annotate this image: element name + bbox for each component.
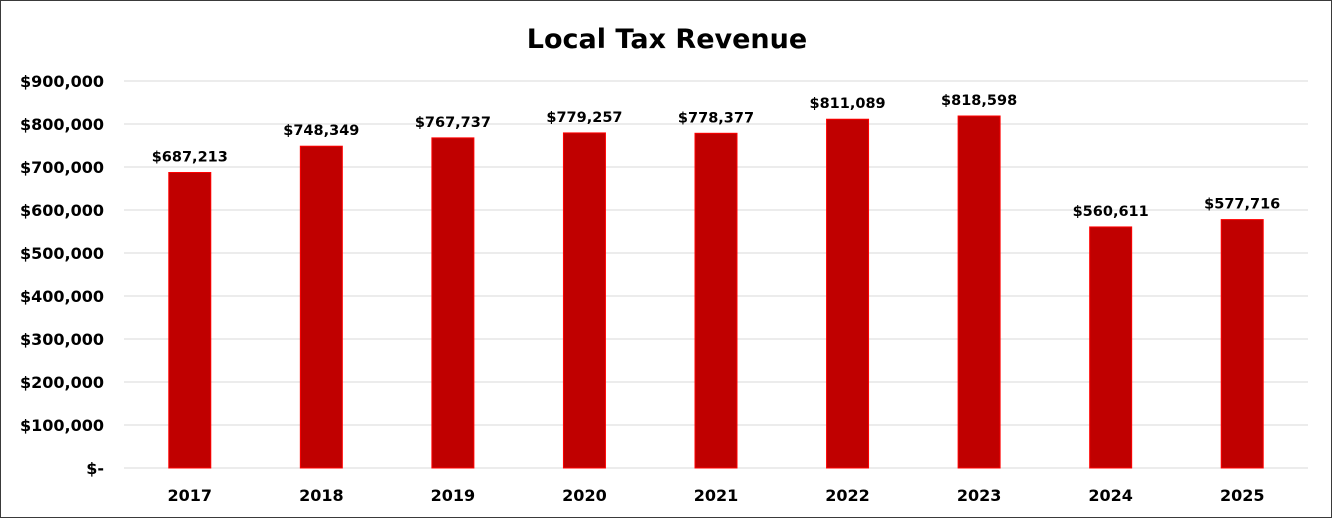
y-axis: $- $100,000 $200,000 $300,000 $400,000 $500,0…: [20, 72, 104, 478]
y-tick-label: $500,000: [20, 244, 104, 263]
bar-2022: [826, 118, 870, 469]
data-label-2020: $779,257: [546, 110, 622, 126]
x-tick-label-2018: 2018: [299, 486, 344, 505]
data-labels: $687,213 $748,349 $767,737 $779,257 $778,377…: [152, 93, 1281, 220]
x-tick-label-2025: 2025: [1220, 486, 1265, 505]
data-label-2023: $818,598: [941, 93, 1017, 109]
y-tick-label: $100,000: [20, 416, 104, 435]
y-tick-label: $200,000: [20, 373, 104, 392]
bar-2017: [168, 171, 212, 469]
y-tick-label: $-: [86, 459, 104, 478]
bar-2019: [431, 137, 475, 469]
x-tick-label-2022: 2022: [825, 486, 870, 505]
y-tick-label: $600,000: [20, 201, 104, 220]
x-tick-label-2019: 2019: [431, 486, 476, 505]
data-label-2021: $778,377: [678, 110, 754, 126]
y-tick-label: $800,000: [20, 115, 104, 134]
y-tick-label: $700,000: [20, 158, 104, 177]
bar-2020: [562, 132, 606, 469]
x-tick-label-2023: 2023: [957, 486, 1002, 505]
x-tick-label-2024: 2024: [1088, 486, 1133, 505]
data-label-2022: $811,089: [809, 96, 885, 112]
chart-title: Local Tax Revenue: [527, 24, 807, 55]
x-tick-label-2020: 2020: [562, 486, 607, 505]
data-label-2018: $748,349: [283, 123, 359, 139]
bar-2021: [694, 132, 738, 469]
bars: [168, 115, 1264, 469]
y-tick-label: $900,000: [20, 72, 104, 91]
bar-2024: [1089, 226, 1133, 469]
bar-2023: [957, 115, 1001, 469]
x-tick-label-2021: 2021: [694, 486, 739, 505]
data-label-2017: $687,213: [152, 149, 228, 165]
data-label-2025: $577,716: [1204, 197, 1280, 213]
bar-2018: [299, 145, 343, 469]
x-axis: 2017 2018 2019 2020 2021 2022 2023 2024 2025: [168, 486, 1265, 505]
data-label-2019: $767,737: [415, 115, 491, 131]
bar-2025: [1220, 219, 1264, 469]
y-tick-label: $300,000: [20, 330, 104, 349]
x-tick-label-2017: 2017: [168, 486, 213, 505]
y-tick-label: $400,000: [20, 287, 104, 306]
data-label-2024: $560,611: [1073, 204, 1149, 220]
